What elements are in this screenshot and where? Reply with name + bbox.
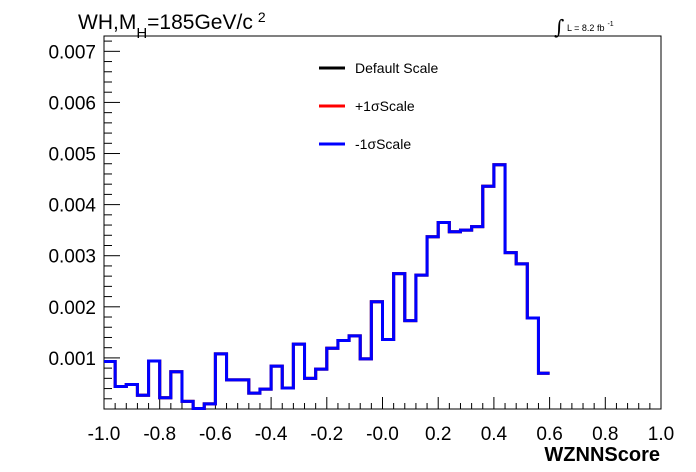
x-tick-label: 0.6 xyxy=(536,424,562,445)
luminosity-integral: ∫ xyxy=(554,15,564,39)
plot-title: WH,MH=185GeV/c 2 xyxy=(78,9,266,42)
x-axis-title: WZNNScore xyxy=(544,444,660,466)
title-subscript: H xyxy=(136,25,147,42)
luminosity-label: L = 8.2 fb -1 xyxy=(567,21,614,33)
x-tick-label: 0.2 xyxy=(425,424,451,445)
y-tick-label: 0.003 xyxy=(48,247,96,268)
y-tick-label: 0.006 xyxy=(48,93,96,114)
legend-label: Default Scale xyxy=(355,60,438,76)
x-tick-label: -0.6 xyxy=(199,424,232,445)
series-line-2 xyxy=(104,163,550,410)
y-tick-label: 0.005 xyxy=(48,145,96,166)
legend-label: -1σScale xyxy=(355,136,411,152)
x-tick-label: 0.8 xyxy=(592,424,618,445)
title-superscript: 2 xyxy=(258,9,266,25)
plot-frame xyxy=(103,35,662,410)
legend: Default Scale +1σScale -1σScale xyxy=(319,60,438,152)
legend-label: +1σScale xyxy=(355,98,415,114)
title-prefix: WH,M xyxy=(78,11,136,34)
y-tick-label: 0.002 xyxy=(48,298,96,319)
x-tick-label: -0.0 xyxy=(366,424,399,445)
x-tick-label: 0.4 xyxy=(481,424,508,445)
x-tick-label: -1.0 xyxy=(88,424,121,445)
x-tick-label: -0.4 xyxy=(255,424,288,445)
title-mid: =185GeV/c xyxy=(147,11,253,34)
x-tick-label: -0.2 xyxy=(310,424,343,445)
series-layer xyxy=(104,163,550,410)
x-tick-label: 1.0 xyxy=(648,424,674,445)
y-tick-label: 0.007 xyxy=(48,42,96,63)
luminosity-text: L = 8.2 fb xyxy=(567,23,604,33)
y-tick-label: 0.004 xyxy=(48,196,96,217)
axes: -1.0 -0.8 -0.6 -0.4 -0.2 -0.0 0.2 0.4 0.6 0.8 1.0 0… xyxy=(48,40,674,445)
y-tick-label: 0.001 xyxy=(48,349,96,370)
x-tick-label: -0.8 xyxy=(143,424,176,445)
luminosity-superscript: -1 xyxy=(607,21,613,28)
